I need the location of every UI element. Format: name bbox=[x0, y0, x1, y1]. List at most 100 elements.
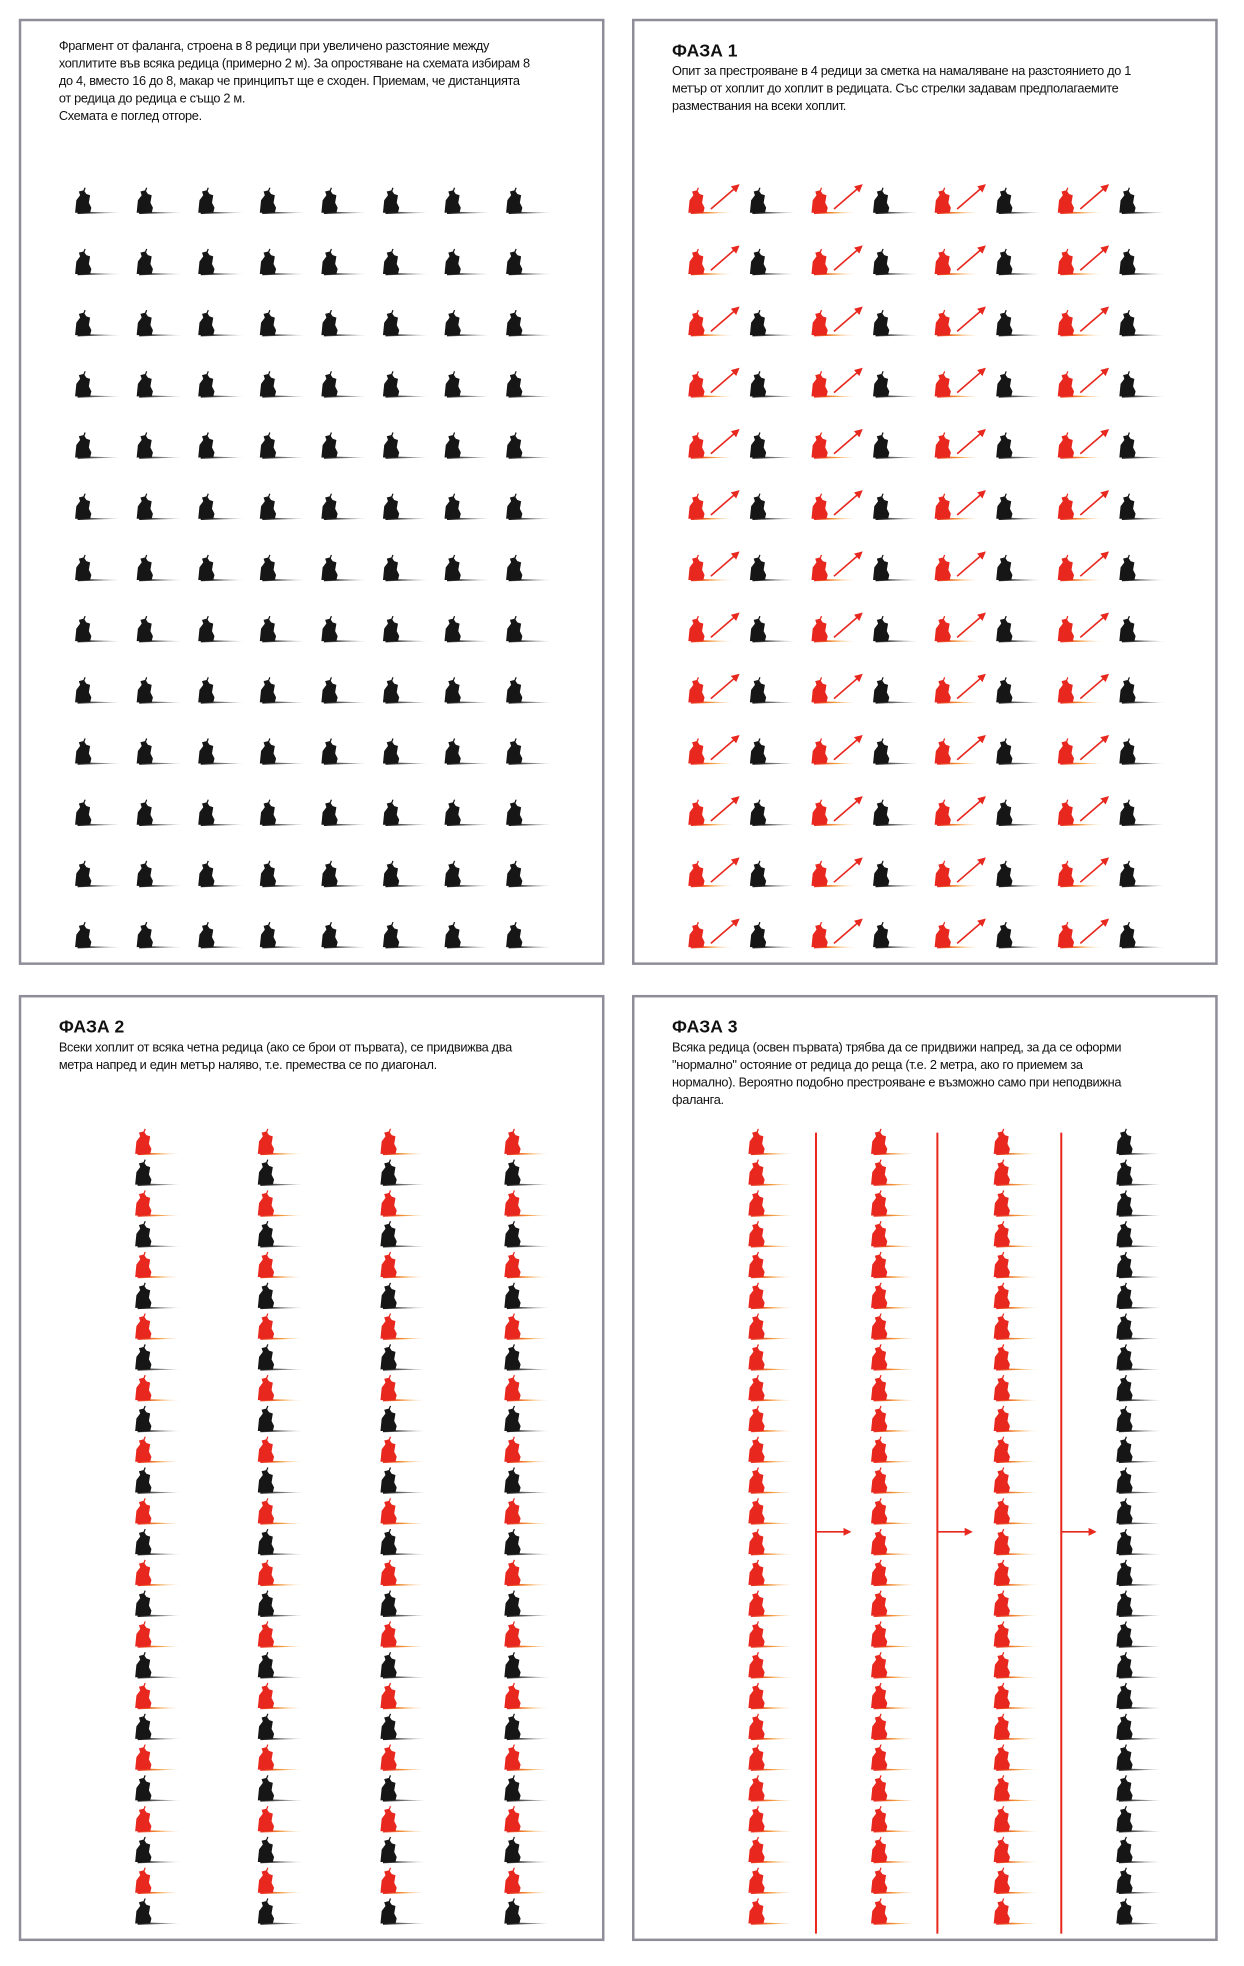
spear bbox=[203, 493, 209, 504]
spear bbox=[265, 799, 271, 810]
spear bbox=[140, 1621, 146, 1632]
body bbox=[688, 741, 705, 764]
hoplite bbox=[259, 309, 305, 337]
hoplite bbox=[1119, 554, 1165, 582]
hoplite bbox=[811, 799, 857, 826]
body bbox=[748, 1408, 765, 1431]
hoplite bbox=[934, 799, 980, 826]
spear bbox=[511, 554, 517, 566]
body bbox=[321, 373, 338, 397]
spear bbox=[263, 1898, 269, 1909]
spear bbox=[1063, 432, 1069, 443]
hoplite bbox=[198, 432, 244, 459]
arrow bbox=[956, 673, 986, 700]
body bbox=[257, 1747, 275, 1770]
body bbox=[444, 312, 461, 336]
body bbox=[1116, 1716, 1133, 1739]
hoplite bbox=[321, 677, 367, 704]
hoplite bbox=[321, 615, 367, 643]
body bbox=[871, 1192, 888, 1216]
body bbox=[444, 618, 461, 642]
body bbox=[504, 1562, 521, 1585]
panel: ФАЗА 3 Всяка редица (освен първата) тряб… bbox=[632, 994, 1218, 1942]
spear bbox=[817, 677, 823, 688]
hoplite bbox=[321, 371, 367, 398]
body bbox=[993, 1285, 1010, 1308]
hoplite bbox=[382, 799, 429, 826]
body bbox=[75, 802, 92, 825]
body bbox=[135, 1439, 152, 1462]
body bbox=[75, 190, 92, 213]
hoplite bbox=[506, 921, 552, 949]
body bbox=[934, 924, 951, 948]
hoplite bbox=[380, 1867, 426, 1895]
body bbox=[75, 679, 92, 703]
spear bbox=[388, 187, 394, 198]
body bbox=[996, 190, 1013, 213]
body bbox=[504, 1254, 521, 1278]
hoplite bbox=[75, 738, 121, 765]
hoplite bbox=[1057, 187, 1103, 215]
hoplite bbox=[1116, 1190, 1162, 1217]
spear bbox=[388, 799, 394, 810]
spear bbox=[450, 493, 456, 504]
spear bbox=[142, 309, 148, 321]
body bbox=[811, 251, 828, 274]
hoplite bbox=[1057, 860, 1103, 888]
body bbox=[748, 1223, 765, 1247]
body bbox=[504, 1593, 521, 1616]
body bbox=[75, 618, 92, 642]
spear bbox=[263, 1467, 269, 1478]
spear bbox=[940, 860, 946, 872]
hoplite bbox=[1057, 799, 1103, 826]
hoplite bbox=[135, 1713, 181, 1741]
spear bbox=[999, 1436, 1005, 1447]
body bbox=[382, 924, 400, 948]
spear bbox=[999, 1498, 1005, 1509]
spear bbox=[510, 1344, 515, 1355]
body bbox=[380, 1223, 397, 1247]
spear bbox=[817, 493, 823, 504]
body bbox=[996, 312, 1013, 336]
spear bbox=[203, 677, 209, 688]
hoplite bbox=[135, 1805, 181, 1833]
hoplite bbox=[380, 1467, 426, 1494]
spear bbox=[450, 860, 456, 872]
body bbox=[1119, 435, 1136, 458]
hoplite bbox=[1116, 1898, 1162, 1925]
body bbox=[749, 496, 767, 519]
spear bbox=[754, 1775, 759, 1786]
body bbox=[135, 1254, 152, 1278]
spear bbox=[1063, 371, 1069, 382]
body bbox=[993, 1901, 1010, 1924]
body bbox=[75, 557, 92, 580]
spear bbox=[388, 738, 394, 749]
body bbox=[259, 618, 277, 642]
arrow bbox=[833, 796, 863, 822]
hoplite bbox=[871, 1559, 917, 1587]
hoplite bbox=[688, 371, 734, 398]
spear bbox=[693, 248, 699, 260]
hoplite bbox=[996, 309, 1042, 337]
body bbox=[688, 312, 705, 336]
body bbox=[871, 1131, 888, 1154]
hoplite bbox=[257, 1159, 303, 1186]
spear bbox=[876, 1128, 882, 1140]
body bbox=[259, 312, 277, 336]
body bbox=[380, 1470, 397, 1493]
body bbox=[748, 1470, 765, 1493]
hoplite bbox=[748, 1713, 794, 1741]
spear bbox=[876, 1621, 882, 1632]
hoplite bbox=[135, 1498, 181, 1525]
spear bbox=[140, 1128, 146, 1140]
hoplite bbox=[871, 1498, 917, 1525]
body bbox=[688, 373, 705, 397]
spear bbox=[1122, 1805, 1127, 1817]
hoplite bbox=[871, 1867, 917, 1895]
spear bbox=[203, 799, 209, 810]
spear bbox=[80, 554, 86, 566]
spear bbox=[386, 1621, 392, 1632]
spear bbox=[1001, 921, 1007, 933]
body bbox=[811, 863, 828, 886]
body bbox=[1116, 1285, 1133, 1308]
